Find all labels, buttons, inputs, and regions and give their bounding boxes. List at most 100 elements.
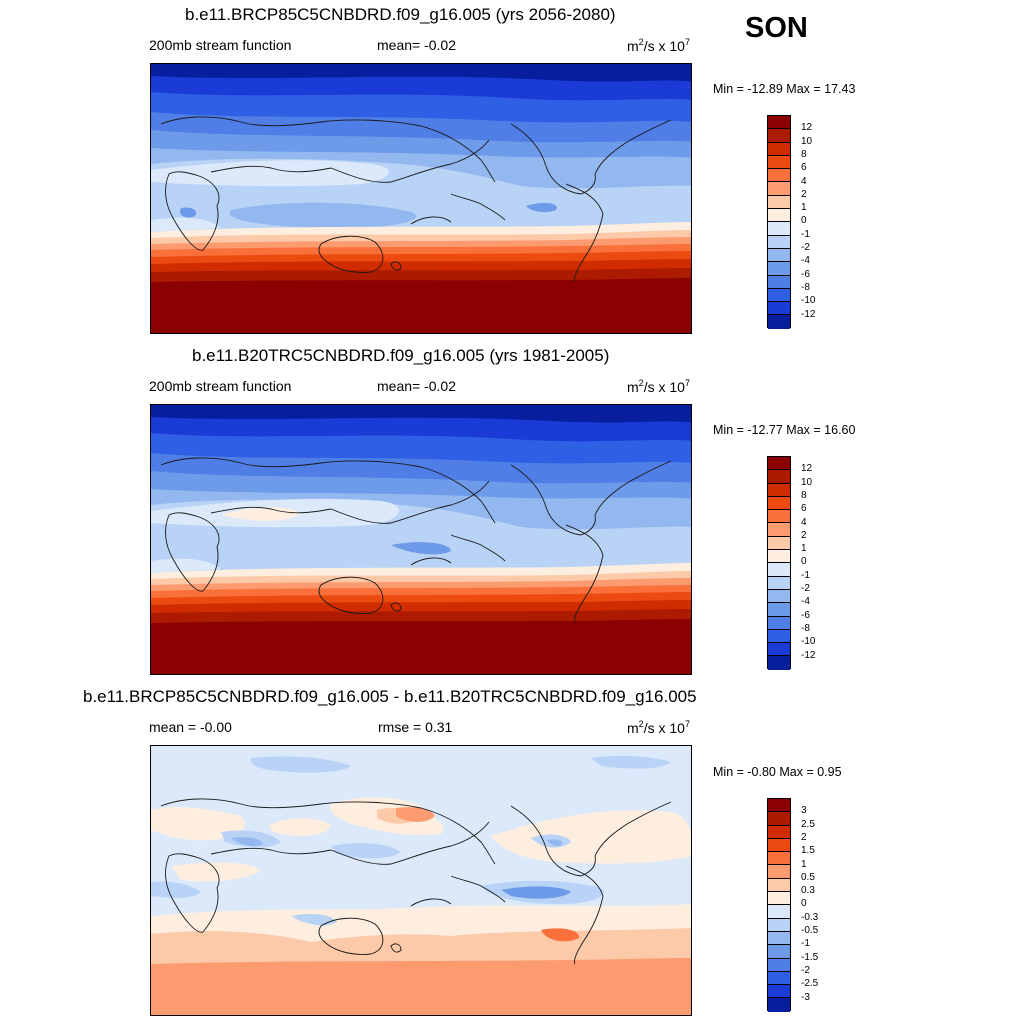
colorbar-tick-label: 0.5 [801,871,815,883]
colorbar-swatch [768,209,790,223]
panel-3-min-max: Min = -0.80 Max = 0.95 [713,765,842,779]
colorbar-tick-label: 1 [801,858,807,870]
colorbar-swatch [768,235,790,249]
colorbar-tick-label: 2 [801,529,807,541]
colorbar-tick-label: -4 [801,596,810,608]
colorbar-tick-label: -2 [801,242,810,253]
colorbar-swatch [768,195,790,210]
colorbar-tick-label: 12 [801,122,813,134]
colorbar-tick-label: -1 [801,938,810,950]
colorbar-tick-label: -0.5 [801,925,819,936]
panel-2-units: m2/s x 107 [627,378,690,395]
colorbar-swatch [768,918,790,932]
colorbar-swatch [768,536,790,551]
colorbar-tick-label: -12 [801,649,816,661]
panel-3-title: b.e11.BRCP85C5CNBDRD.f09_g16.005 - b.e11… [83,687,697,706]
colorbar-swatch [768,496,790,511]
panel-1-units: m2/s x 107 [627,37,690,54]
colorbar-tick-label: 0 [801,556,807,568]
colorbar-swatch [768,616,790,630]
colorbar-swatch [768,182,790,196]
colorbar-tick-label: -4 [801,255,810,267]
panel-2-min-max: Min = -12.77 Max = 16.60 [713,423,856,437]
colorbar-tick-label: 0.3 [801,885,815,897]
colorbar-swatch [768,998,790,1012]
colorbar-tick-label: -6 [801,268,810,280]
colorbar-tick-label: 6 [801,162,807,174]
colorbar-swatch [768,315,790,329]
colorbar-swatch [768,248,790,263]
colorbar-swatch [768,852,790,866]
colorbar-swatch [768,958,790,972]
colorbar-swatch [768,905,790,919]
colorbar-swatch [768,222,790,236]
colorbar-swatch [768,129,790,143]
colorbar-swatch [768,812,790,826]
colorbar-swatch [768,576,790,590]
colorbar-swatch [768,799,790,813]
colorbar-swatch [768,878,790,893]
colorbar-tick-label: -10 [801,295,816,307]
panel-3-mean-label: mean = -0.00 [149,719,232,735]
colorbar-tick-label: -2.5 [801,978,819,990]
colorbar-swatch [768,523,790,537]
colorbar-swatch [768,142,790,156]
colorbar-swatch [768,563,790,577]
colorbar-swatch [768,470,790,484]
panel-1-map [150,63,692,334]
colorbar-swatch [768,865,790,879]
colorbar-tick-label: 10 [801,476,813,488]
colorbar-swatch [768,483,790,497]
panel-1-colorbar-swatches [767,115,791,329]
colorbar-swatch [768,550,790,564]
colorbar-swatch [768,892,790,906]
colorbar-swatch [768,629,790,644]
colorbar-tick-label: 12 [801,463,813,475]
colorbar-tick-label: 0 [801,898,807,910]
colorbar-tick-label: 8 [801,489,807,501]
panel-2-colorbar-swatches [767,456,791,670]
colorbar-tick-label: -10 [801,636,816,648]
panel-2-map [150,404,692,675]
panel-3-units: m2/s x 107 [627,719,690,736]
colorbar-tick-label: 6 [801,503,807,515]
panel-2-coastlines [160,457,672,624]
colorbar-tick-label: 4 [801,516,807,528]
colorbar-swatch [768,971,790,986]
colorbar-tick-label: -8 [801,622,810,634]
colorbar-swatch [768,510,790,524]
colorbar-swatch [768,589,790,604]
colorbar-swatch [768,603,790,617]
panel-1-mean-label: mean= -0.02 [377,37,456,53]
colorbar-swatch [768,275,790,289]
colorbar-swatch [768,985,790,999]
colorbar-swatch [768,262,790,276]
panel-3-rmse-label: rmse = 0.31 [378,719,453,735]
colorbar-tick-label: 0 [801,215,807,227]
panel-1-coastlines [160,116,672,283]
panel-1-title: b.e11.BRCP85C5CNBDRD.f09_g16.005 (yrs 20… [185,5,616,24]
panel-3-contour-field [151,746,691,1015]
colorbar-tick-label: 1 [801,202,807,214]
panel-3-coastlines [160,798,672,965]
panel-3-map [150,745,692,1016]
colorbar-tick-label: 2 [801,831,807,843]
colorbar-swatch [768,931,790,946]
colorbar-tick-label: -2 [801,964,810,976]
panel-2-contour-field [151,405,691,674]
colorbar-swatch [768,656,790,670]
colorbar-swatch [768,288,790,303]
colorbar-swatch [768,302,790,316]
colorbar-tick-label: 4 [801,175,807,187]
colorbar-tick-label: -1.5 [801,951,819,963]
panel-3-colorbar-swatches [767,798,791,1012]
colorbar-tick-label: 8 [801,148,807,160]
colorbar-tick-label: 2.5 [801,818,815,830]
colorbar-swatch [768,945,790,959]
colorbar-tick-label: 1 [801,543,807,555]
colorbar-swatch [768,825,790,839]
colorbar-tick-label: 2 [801,188,807,200]
panel-1-min-max: Min = -12.89 Max = 17.43 [713,82,856,96]
colorbar-tick-label: -0.3 [801,911,819,923]
colorbar-swatch [768,155,790,170]
